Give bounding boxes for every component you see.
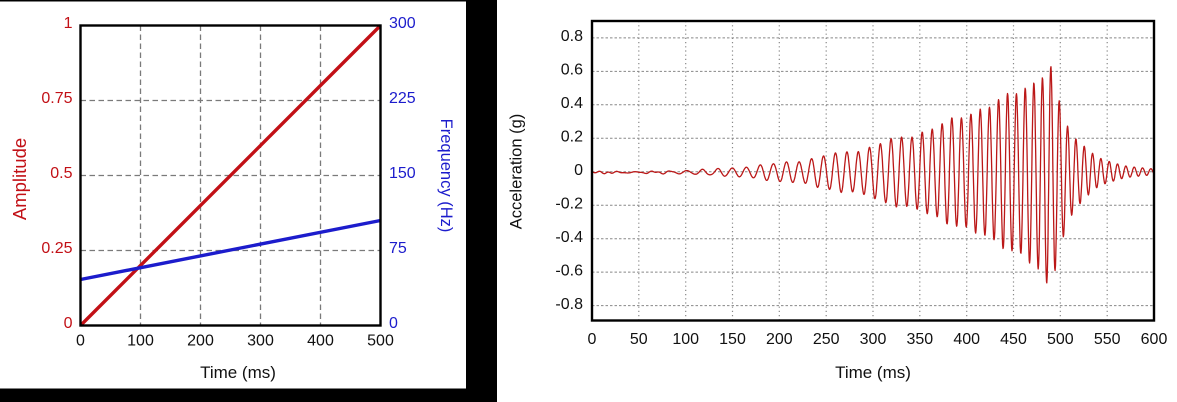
svg-text:150: 150 xyxy=(719,331,746,348)
svg-text:0: 0 xyxy=(64,315,73,332)
svg-text:0: 0 xyxy=(76,333,85,350)
svg-text:0.75: 0.75 xyxy=(41,90,72,107)
svg-text:0.5: 0.5 xyxy=(50,165,72,182)
svg-text:0.6: 0.6 xyxy=(561,62,583,79)
svg-text:200: 200 xyxy=(187,333,214,350)
svg-text:550: 550 xyxy=(1094,331,1121,348)
svg-text:100: 100 xyxy=(672,331,699,348)
svg-text:0.2: 0.2 xyxy=(561,129,583,146)
svg-text:100: 100 xyxy=(127,333,154,350)
svg-text:450: 450 xyxy=(1000,331,1027,348)
svg-text:0: 0 xyxy=(389,315,398,332)
svg-text:250: 250 xyxy=(813,331,840,348)
svg-text:-0.4: -0.4 xyxy=(555,229,583,246)
svg-text:75: 75 xyxy=(389,240,407,257)
svg-text:Amplitude: Amplitude xyxy=(9,138,30,220)
svg-text:0.25: 0.25 xyxy=(41,240,72,257)
svg-text:Frequency (Hz): Frequency (Hz) xyxy=(437,119,455,233)
svg-text:225: 225 xyxy=(389,90,416,107)
svg-text:Acceleration (g): Acceleration (g) xyxy=(508,114,526,230)
svg-text:-0.8: -0.8 xyxy=(555,296,583,313)
svg-text:0.4: 0.4 xyxy=(561,95,583,112)
svg-text:50: 50 xyxy=(630,331,648,348)
svg-text:1: 1 xyxy=(64,15,73,32)
svg-text:400: 400 xyxy=(307,333,334,350)
svg-text:400: 400 xyxy=(953,331,980,348)
svg-text:350: 350 xyxy=(906,331,933,348)
svg-text:-0.2: -0.2 xyxy=(555,196,583,213)
svg-text:Time (ms): Time (ms) xyxy=(835,363,911,382)
svg-text:150: 150 xyxy=(389,165,416,182)
svg-text:600: 600 xyxy=(1141,331,1168,348)
svg-text:500: 500 xyxy=(367,333,394,350)
svg-text:-0.6: -0.6 xyxy=(555,262,583,279)
svg-text:300: 300 xyxy=(860,331,887,348)
svg-text:Time (ms): Time (ms) xyxy=(200,363,276,382)
svg-text:500: 500 xyxy=(1047,331,1074,348)
svg-text:300: 300 xyxy=(247,333,274,350)
svg-text:0: 0 xyxy=(588,331,597,348)
svg-text:200: 200 xyxy=(766,331,793,348)
svg-text:0: 0 xyxy=(574,162,583,179)
svg-text:300: 300 xyxy=(389,15,416,32)
svg-text:0.8: 0.8 xyxy=(561,28,583,45)
